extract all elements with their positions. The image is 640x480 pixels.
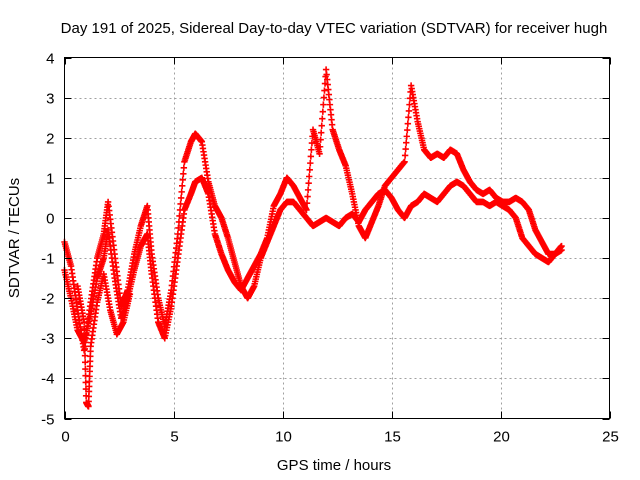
data-point-marker: [401, 158, 408, 165]
chart-title: Day 191 of 2025, Sidereal Day-to-day VTE…: [61, 20, 608, 37]
data-point-marker: [319, 115, 326, 122]
data-point-marker: [303, 206, 310, 214]
data-point-marker: [404, 120, 412, 127]
y-axis-label: SDTVAR / TECUs: [6, 178, 23, 298]
data-point-marker: [82, 359, 89, 366]
y-tick-label: 4: [46, 51, 54, 68]
data-point-marker: [321, 87, 328, 94]
data-point-marker: [303, 200, 311, 207]
x-tick-label: 5: [170, 429, 178, 446]
data-point-marker: [304, 186, 312, 194]
data-point-marker: [81, 345, 89, 353]
data-point-marker: [176, 212, 183, 220]
data-point-marker: [175, 224, 182, 232]
data-point-marker: [403, 139, 410, 146]
data-point-marker: [401, 152, 409, 159]
y-tick-label: 3: [46, 91, 54, 108]
data-point-marker: [177, 200, 184, 208]
data-point-marker: [320, 94, 328, 101]
plot-frame: [64, 57, 610, 419]
data-point-marker: [405, 114, 412, 121]
data-point-marker: [308, 146, 315, 153]
data-point-marker: [304, 193, 311, 200]
x-tick-label: 20: [493, 429, 510, 446]
data-point-marker: [405, 107, 413, 115]
data-point-marker: [81, 339, 88, 346]
data-point-marker: [180, 164, 188, 172]
y-tick-label: -1: [41, 251, 54, 268]
data-point-marker: [126, 290, 134, 298]
x-tick-label: 10: [275, 429, 292, 446]
x-axis-label: GPS time / hours: [277, 457, 391, 474]
y-tick-label: -4: [41, 371, 54, 388]
data-point-marker: [179, 176, 186, 184]
data-point-marker: [306, 166, 313, 174]
series-track-1: [61, 130, 565, 354]
data-point-marker: [82, 365, 89, 373]
data-point-marker: [404, 126, 411, 134]
x-tick-label: 25: [602, 429, 619, 446]
data-points: [61, 66, 565, 410]
data-point-marker: [180, 170, 187, 178]
data-point-marker: [320, 101, 327, 108]
data-point-marker: [305, 179, 312, 187]
data-point-marker: [178, 188, 185, 196]
data-point-marker: [80, 319, 88, 326]
data-point-marker: [318, 122, 325, 129]
data-point-marker: [403, 133, 410, 140]
x-tick-label: 15: [384, 429, 401, 446]
x-tick-labels: 0 5 10 15 20 25: [61, 429, 619, 446]
y-tick-labels: -5 -4 -3 -2 -1 0 1 2 3 4: [41, 51, 54, 429]
axis-ticks: [64, 57, 611, 420]
data-point-marker: [319, 108, 327, 115]
data-point-marker: [306, 173, 313, 180]
y-tick-label: 0: [46, 211, 54, 228]
series-track-3: [74, 270, 134, 410]
y-tick-label: -5: [41, 412, 54, 429]
data-point-marker: [177, 194, 185, 202]
y-tick-label: 1: [46, 171, 54, 188]
data-point-marker: [558, 242, 565, 250]
y-tick-label: -3: [41, 331, 54, 348]
data-point-marker: [82, 379, 89, 386]
data-point-marker: [81, 325, 88, 333]
series-track-2: [61, 66, 565, 346]
y-tick-label: -2: [41, 291, 54, 308]
data-point-marker: [406, 101, 413, 108]
data-point-marker: [179, 182, 186, 190]
x-tick-label: 0: [61, 429, 69, 446]
data-point-marker: [316, 150, 323, 157]
data-point-marker: [402, 145, 409, 153]
data-point-marker: [307, 159, 314, 167]
data-point-marker: [81, 332, 88, 339]
data-point-marker: [317, 136, 324, 143]
data-point-marker: [317, 129, 325, 136]
y-tick-label: 2: [46, 131, 54, 148]
data-point-marker: [307, 153, 315, 160]
data-point-marker: [316, 143, 324, 150]
